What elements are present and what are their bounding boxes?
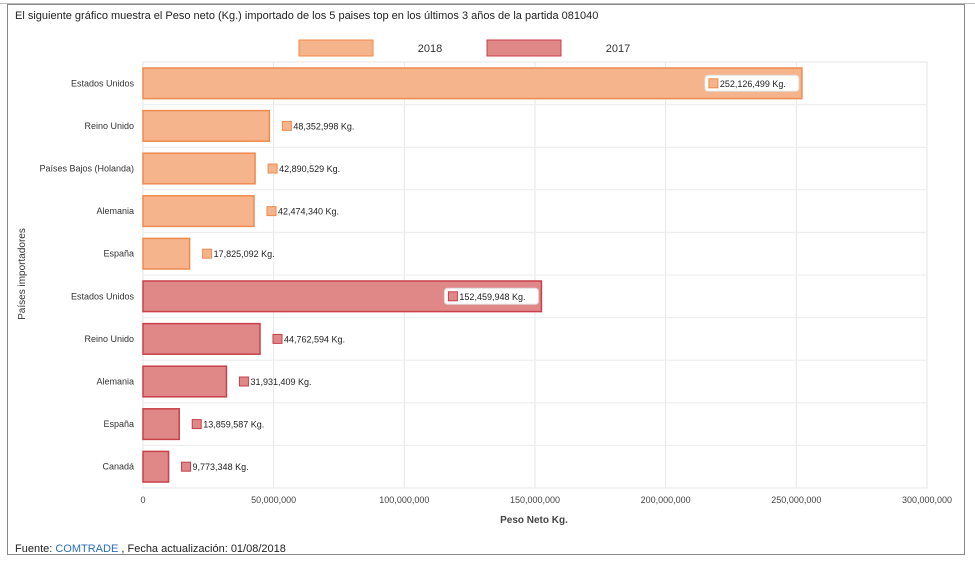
value-marker [281,120,292,131]
bar [142,152,256,185]
footer-prefix: Fuente: [15,543,56,555]
value-marker [266,206,277,217]
x-tick-label: 150,000,000 [510,495,560,505]
x-tick-labels: 0 50,000,000 100,000,000 150,000,000 200,000… [140,495,952,505]
legend[interactable]: 2018 2017 [298,39,630,57]
value-label: 42,474,340 Kg. [278,207,339,217]
bar [142,109,271,142]
grid-lines [142,61,928,489]
category-label: España [103,249,134,259]
comtrade-link[interactable]: COMTRADE [55,543,119,555]
legend-label-2017: 2017 [606,43,630,55]
value-label: 13,859,587 Kg. [203,420,264,430]
chart-description: El siguiente gráfico muestra el Peso net… [15,10,599,22]
category-label: Reino Unido [84,121,134,131]
value-label: 48,352,998 Kg. [293,121,354,131]
bar [142,365,228,398]
value-marker [202,248,213,259]
value-label: 9,773,348 Kg. [193,462,249,472]
value-marker [708,78,719,89]
legend-swatch-2017 [486,39,562,57]
value-labels: 252,126,499 Kg. 48,352,998 Kg. 42,890,529 … [181,74,800,472]
x-tick-label: 300,000,000 [902,495,952,505]
category-label: Reino Unido [84,334,134,344]
value-label: 152,459,948 Kg. [459,292,525,302]
category-label: España [103,419,134,429]
value-marker [181,461,192,472]
bar [142,237,191,270]
x-tick-label: 100,000,000 [379,495,429,505]
value-label-box [443,287,539,305]
top-border [0,0,975,4]
footer: Fuente: COMTRADE , Fecha actualización: … [15,543,286,555]
x-tick-label: 200,000,000 [641,495,691,505]
x-tick-label: 250,000,000 [771,495,821,505]
value-marker [272,333,283,344]
legend-label-2018: 2018 [418,43,442,55]
category-label: Estados Unidos [71,78,135,88]
bar [142,195,255,228]
value-label: 44,762,594 Kg. [284,334,345,344]
value-marker [238,376,249,387]
legend-swatch-2018 [298,39,374,57]
category-label: Países Bajos (Holanda) [39,164,134,174]
footer-suffix: , Fecha actualización: 01/08/2018 [118,543,286,555]
bar [142,450,170,483]
x-axis-label: Peso Neto Kg. [500,515,568,526]
category-label: Alemania [96,206,134,216]
y-axis-label: Países importadores [17,228,28,320]
bar [142,67,803,100]
category-label: Estados Unidos [71,291,135,301]
value-label: 31,931,409 Kg. [250,377,311,387]
category-label: Canadá [102,462,134,472]
x-tick-label: 0 [140,495,145,505]
category-label: Alemania [96,377,134,387]
value-label: 17,825,092 Kg. [214,249,275,259]
value-marker [267,163,278,174]
category-labels: Estados Unidos Reino Unido Países Bajos (H… [39,78,134,471]
x-tick-label: 50,000,000 [251,495,296,505]
value-marker [447,291,458,302]
value-label: 42,890,529 Kg. [279,164,340,174]
value-label: 252,126,499 Kg. [720,79,786,89]
value-marker [191,419,202,430]
bar [142,322,261,355]
chart-frame [7,4,965,555]
bar [142,408,180,441]
value-label-box [704,74,800,92]
